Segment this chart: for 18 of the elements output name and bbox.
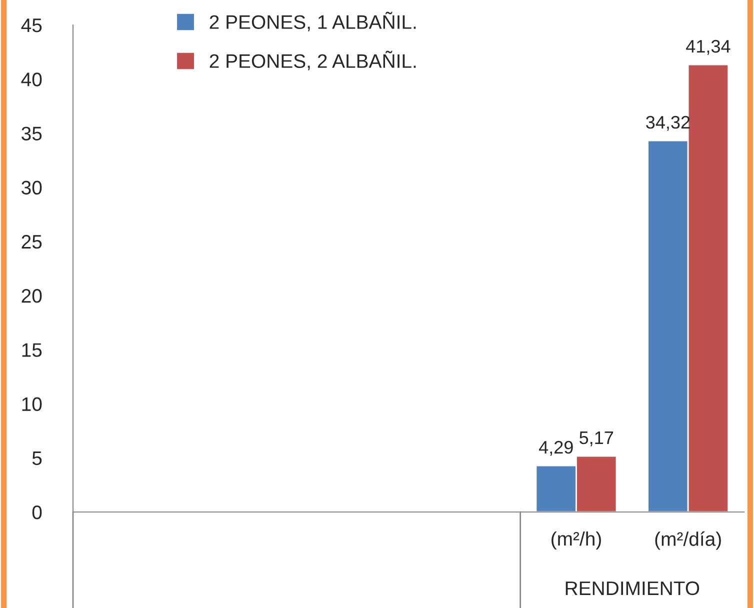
y-tick-label: 15 [22,343,42,357]
y-tick-label: 35 [22,126,42,140]
data-label: 4,29 [538,440,573,456]
y-tick-label: 20 [22,289,42,303]
data-label: 5,17 [580,432,614,446]
x-tick-label: (m²/h) [552,531,601,550]
x-tick-label: (m²/día) [655,531,721,550]
y-tick-label: 10 [22,397,42,412]
y-tick-label: 40 [21,72,42,86]
y-tick-label: 30 [22,180,42,195]
text: RENDIMIENTO [566,581,700,596]
legend-label: 2 PEONES, 1 ALBAÑIL. [210,12,416,32]
y-tick-label: 0 [32,505,42,520]
y-tick-label: 25 [22,234,42,249]
legend-label: 2 PEONES, 2 ALBAÑIL. [210,50,416,70]
y-tick-label: 5 [32,452,42,466]
data-label: 41,34 [686,40,730,55]
y-tick-label: 45 [21,18,42,32]
